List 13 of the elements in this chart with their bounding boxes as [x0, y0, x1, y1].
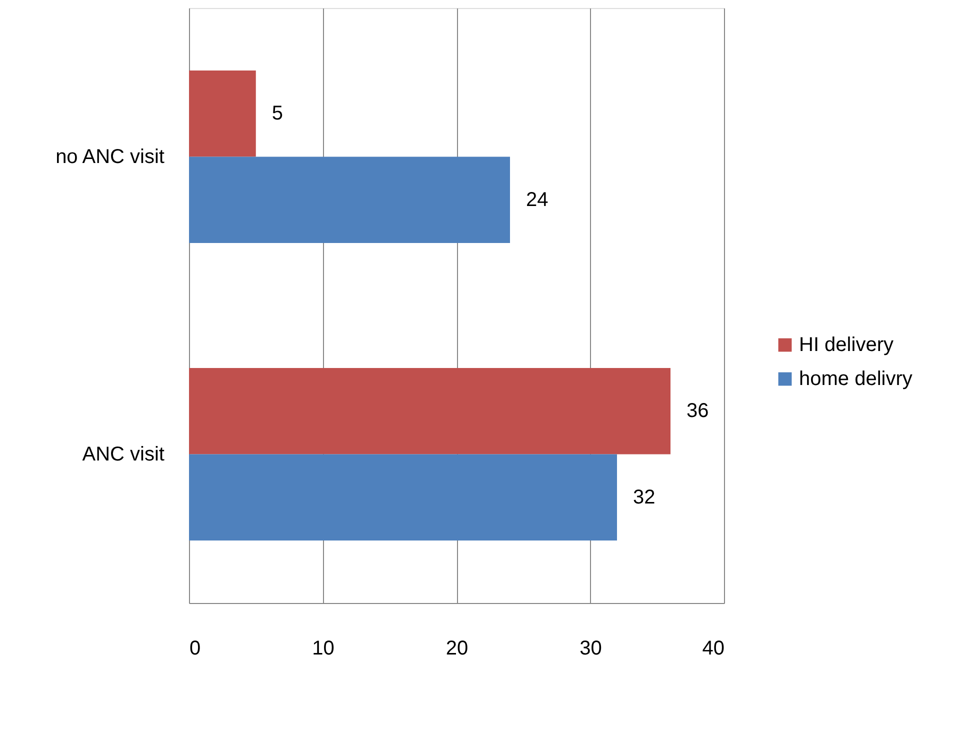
y-tick-label: ANC visit [82, 443, 165, 466]
data-label: 32 [633, 486, 656, 508]
x-tick-label: 10 [312, 638, 334, 660]
y-tick-label: no ANC visit [56, 146, 165, 168]
x-tick-label: 40 [702, 638, 724, 660]
legend-label: home delivry [799, 368, 912, 390]
x-tick-label: 0 [190, 638, 201, 660]
x-tick-label: 30 [580, 638, 602, 660]
x-tick-label: 20 [446, 638, 468, 660]
data-label: 5 [272, 102, 283, 125]
legend-label: HI delivery [799, 334, 894, 356]
data-label: 36 [686, 400, 709, 422]
data-label: 24 [526, 188, 548, 211]
